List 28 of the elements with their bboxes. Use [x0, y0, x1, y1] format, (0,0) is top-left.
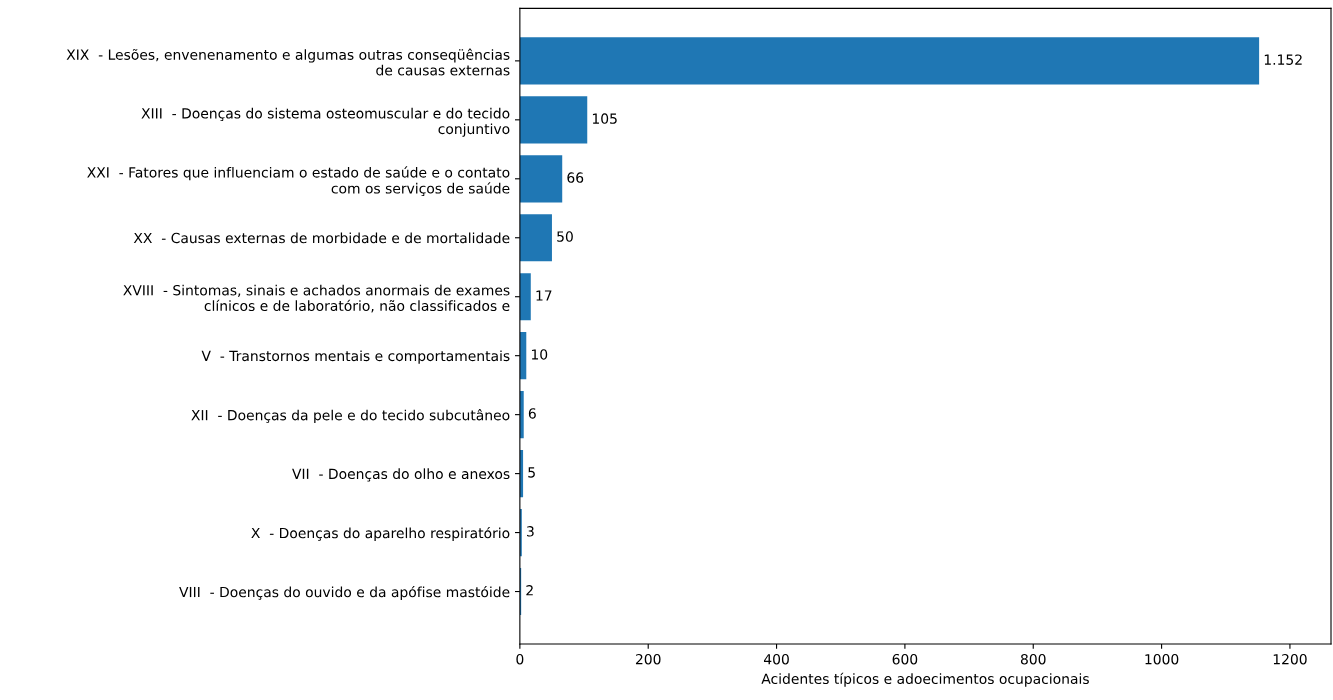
data-label: 50 [557, 231, 573, 242]
data-label: 66 [567, 172, 584, 183]
y-tick-label: XX - Causas externas de morbidade e de mortalidade [133, 232, 510, 244]
y-tick-label: V - Transtornos mentais e comportamentais [201, 350, 510, 364]
data-label: 5 [528, 467, 535, 478]
x-axis-title: Acidentes típicos e adoecimentos ocupacionais [761, 672, 1089, 687]
x-tick-label: 600 [892, 653, 918, 665]
y-tick-label: VII - Doenças do olho e anexos [292, 468, 510, 482]
x-tick-label: 800 [1020, 653, 1046, 665]
data-label: 17 [536, 290, 552, 301]
x-tick-label: 0 [516, 653, 524, 665]
x-tick-label: 400 [763, 653, 789, 665]
data-label: 2 [526, 585, 533, 596]
data-label: 10 [531, 349, 548, 360]
x-tick-label: 1200 [1273, 653, 1307, 665]
y-tick-label: XIX - Lesões, envenenamento e algumas outras conseqüências de causas externas [66, 48, 510, 76]
y-tick-label: XVIII - Sintomas, sinais e achados anormais de exames clínicos e de laboratório, não classificados e [123, 284, 510, 313]
x-tick-label: 200 [635, 653, 661, 665]
y-tick-label: VIII - Doenças do ouvido e da apófise mastóide [179, 585, 510, 600]
data-label: 6 [528, 408, 536, 419]
y-tick-label: XXI - Fatores que influenciam o estado de saúde e o contato com os serviços de saúde [87, 166, 510, 197]
data-label: 3 [527, 526, 534, 537]
data-label: 105 [592, 113, 617, 124]
y-tick-label: XIII - Doenças do sistema osteomuscular e do tecido conjuntivo [141, 107, 510, 137]
y-tick-label: X - Doenças do aparelho respiratório [251, 527, 510, 542]
y-tick-label: XII - Doenças da pele e do tecido subcutâneo [191, 409, 510, 424]
data-label: 1.152 [1264, 54, 1302, 65]
x-tick-label: 1000 [1145, 653, 1179, 665]
